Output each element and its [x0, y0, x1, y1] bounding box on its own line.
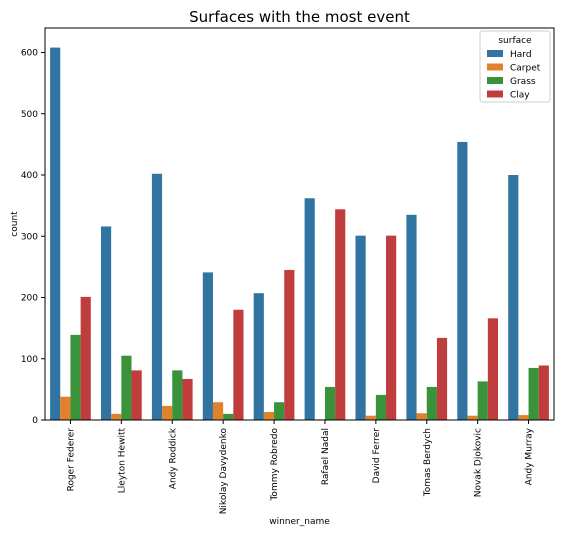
bar-clay-7: [436, 337, 448, 420]
bar-clay-2: [182, 378, 193, 420]
legend-label-carpet: Carpet: [510, 64, 541, 74]
chart-title: Surfaces with the most event: [189, 8, 410, 26]
y-tick-label-500: 500: [21, 110, 38, 120]
bar-hard-3: [202, 272, 213, 420]
bar-clay-0: [80, 296, 91, 420]
x-tick-label-9: Andy Murray: [525, 427, 535, 485]
legend-box: [479, 30, 551, 103]
legend-swatch-grass: [487, 77, 503, 84]
y-tick-label-400: 400: [21, 171, 38, 181]
x-tick-label-7: Tomas Berdych: [423, 428, 433, 497]
bar-grass-8: [477, 381, 488, 420]
bar-grass-6: [375, 394, 387, 420]
legend-swatch-carpet: [487, 63, 503, 71]
y-tick-label-200: 200: [21, 294, 38, 304]
bar-clay-3: [233, 309, 244, 420]
legend-label-clay: Clay: [510, 91, 530, 101]
legend-title: surface: [498, 36, 532, 46]
x-tick-label-6: David Ferrer: [372, 428, 382, 484]
y-tick-label-0: 0: [32, 416, 38, 426]
bar-hard-2: [151, 173, 163, 420]
bar-hard-4: [253, 293, 264, 420]
bar-hard-8: [457, 141, 468, 420]
y-tick-label-100: 100: [21, 355, 38, 365]
axes-frame: [44, 27, 555, 421]
x-tick-label-0: Roger Federer: [66, 428, 76, 492]
bar-carpet-2: [162, 405, 173, 420]
bar-carpet-0: [60, 396, 71, 420]
bar-grass-9: [528, 367, 539, 420]
bar-clay-5: [335, 209, 346, 420]
bar-grass-5: [324, 386, 336, 420]
bar-clay-9: [538, 365, 549, 420]
bar-hard-7: [406, 214, 417, 420]
bar-hard-1: [100, 226, 112, 420]
bar-clay-6: [386, 235, 397, 420]
bar-carpet-3: [212, 402, 224, 420]
y-axis-label: count: [10, 211, 20, 237]
legend-label-hard: Hard: [510, 50, 532, 60]
bar-clay-8: [487, 318, 499, 420]
bar-grass-0: [70, 334, 81, 420]
legend-swatch-hard: [487, 50, 503, 57]
bar-grass-3: [223, 413, 234, 421]
bar-hard-0: [50, 47, 61, 420]
bar-grass-2: [172, 370, 183, 420]
x-tick-label-4: Tommy Robredo: [270, 428, 280, 502]
bar-carpet-7: [416, 413, 427, 420]
bar-clay-4: [284, 269, 295, 420]
bar-hard-5: [304, 198, 315, 420]
x-tick-label-8: Novak Djokovic: [474, 428, 484, 497]
bar-carpet-9: [518, 415, 529, 420]
bar-grass-4: [274, 402, 285, 420]
x-tick-label-5: Rafael Nadal: [321, 428, 331, 485]
bar-carpet-6: [365, 415, 376, 420]
bar-grass-7: [426, 386, 437, 420]
x-tick-label-3: Nikolay Davydenko: [219, 428, 229, 515]
x-tick-label-1: Lleyton Hewitt: [117, 428, 127, 494]
legend-swatch-clay: [487, 90, 503, 98]
bar-carpet-8: [467, 415, 478, 420]
bar-hard-9: [508, 175, 519, 420]
bar-carpet-1: [111, 413, 122, 421]
x-axis-label: winner_name: [269, 517, 330, 527]
x-tick-label-2: Andy Roddick: [168, 427, 178, 489]
bar-carpet-4: [263, 412, 275, 420]
y-tick-label-600: 600: [21, 49, 38, 59]
bar-grass-1: [121, 355, 132, 420]
bar-hard-6: [355, 235, 366, 420]
bar-clay-1: [131, 370, 142, 420]
y-tick-label-300: 300: [21, 232, 38, 242]
legend-label-grass: Grass: [510, 77, 536, 87]
